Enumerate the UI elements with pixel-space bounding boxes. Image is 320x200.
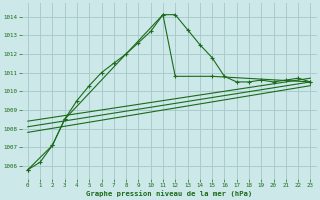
X-axis label: Graphe pression niveau de la mer (hPa): Graphe pression niveau de la mer (hPa): [86, 190, 252, 197]
